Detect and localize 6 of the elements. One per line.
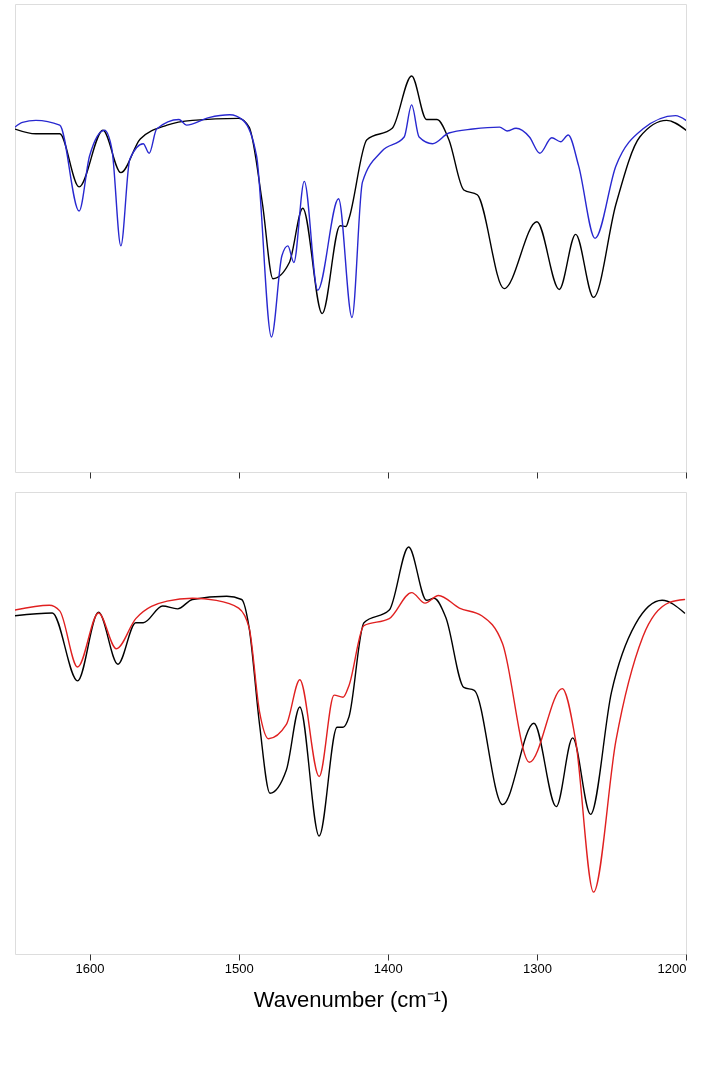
x-axis-title: Wavenumber (cm⁻¹) <box>253 986 449 1012</box>
x-tick-label: 1200 <box>657 960 687 976</box>
x-tick-label: 1300 <box>522 960 552 976</box>
x-tick-label: 1600 <box>75 960 105 976</box>
x-tick-label: 1500 <box>224 960 254 976</box>
x-tick-label: 1400 <box>373 960 403 976</box>
